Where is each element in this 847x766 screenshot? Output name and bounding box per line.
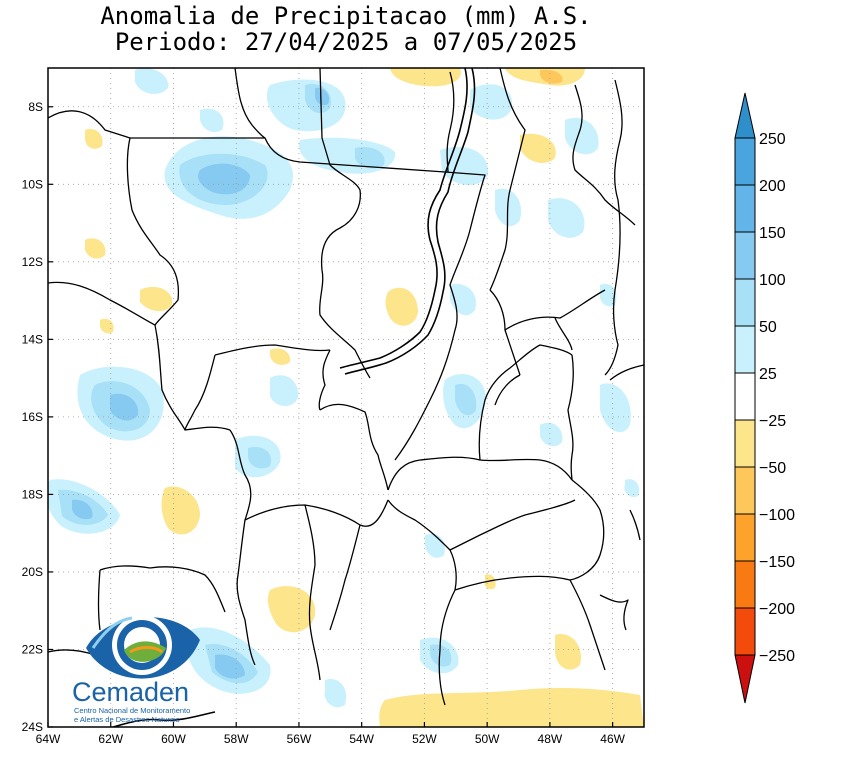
lat-label-16S: 16S	[22, 410, 43, 424]
state-boundaries	[48, 68, 644, 706]
lon-label-50W: 50W	[475, 732, 500, 746]
lat-label-18S: 18S	[22, 487, 43, 501]
colorbar-label: 150	[759, 225, 786, 242]
lon-label-56W: 56W	[287, 732, 312, 746]
lon-label-54W: 54W	[349, 732, 374, 746]
colorbar-segment	[735, 232, 755, 279]
lon-label-46W: 46W	[600, 732, 625, 746]
colorbar-label: −25	[759, 413, 786, 430]
lon-label-60W: 60W	[161, 732, 186, 746]
logo-line1: Centro Nacional de Monitoramento	[74, 706, 190, 715]
lon-label-48W: 48W	[538, 732, 563, 746]
colorbar-label: −100	[759, 507, 795, 524]
colorbar-label: −150	[759, 554, 795, 571]
colorbar-segment	[735, 467, 755, 514]
lon-label-52W: 52W	[412, 732, 437, 746]
map-subtitle: Periodo: 27/04/2025 a 07/05/2025	[114, 28, 578, 56]
colorbar-segment	[735, 326, 755, 373]
colorbar-segment	[735, 608, 755, 655]
negative-anomaly-50	[540, 69, 563, 84]
lon-label-62W: 62W	[98, 732, 123, 746]
cemaden-logo: Cemaden Centro Nacional de Monitoramento…	[72, 615, 200, 724]
cemaden-eye-icon	[86, 615, 200, 679]
colorbar-segment	[735, 373, 755, 420]
logo-line2: e Alertas de Desastres Naturais	[74, 715, 180, 724]
colorbar-label: −200	[759, 601, 795, 618]
colorbar-label: 25	[759, 366, 777, 383]
lon-label-64W: 64W	[36, 732, 61, 746]
colorbar-label: 200	[759, 178, 786, 195]
colorbar-label: 250	[759, 131, 786, 148]
map-title: Anomalia de Precipitacao (mm) A.S.	[100, 2, 592, 30]
colorbar-segment	[735, 279, 755, 326]
colorbar: 250 200 150 100 50 25 −25 −50 −100 −150 −200 −250	[734, 92, 795, 704]
lat-label-10S: 10S	[22, 177, 43, 191]
lat-label-8S: 8S	[28, 100, 43, 114]
colorbar-top-arrow	[734, 92, 756, 139]
negative-anomaly-areas	[85, 68, 644, 727]
colorbar-segment	[735, 185, 755, 232]
latitude-labels: 8S 10S 12S 14S 16S 18S 20S 22S 24S	[22, 100, 53, 734]
lat-label-12S: 12S	[22, 255, 43, 269]
logo-name: Cemaden	[72, 677, 189, 707]
map-frame	[47, 67, 645, 728]
colorbar-bottom-arrow	[734, 654, 756, 704]
lat-label-24S: 24S	[22, 720, 43, 734]
colorbar-label: 100	[759, 272, 786, 289]
positive-anomaly-50	[58, 83, 477, 684]
colorbar-label: −50	[759, 460, 786, 477]
anomaly-fields	[48, 68, 644, 727]
colorbar-segment	[735, 561, 755, 608]
river-boundaries	[110, 68, 476, 727]
colorbar-segment	[735, 514, 755, 561]
colorbar-label: 50	[759, 319, 777, 336]
longitude-labels: 64W 62W 60W 58W 56W 54W 52W 50W 48W 46W	[36, 722, 626, 746]
lon-label-58W: 58W	[224, 732, 249, 746]
lat-label-22S: 22S	[22, 642, 43, 656]
lat-label-20S: 20S	[22, 565, 43, 579]
colorbar-segment	[735, 138, 755, 185]
positive-anomaly-100	[72, 87, 330, 679]
colorbar-label: −250	[759, 648, 795, 665]
lat-label-14S: 14S	[22, 332, 43, 346]
colorbar-segment	[735, 420, 755, 467]
